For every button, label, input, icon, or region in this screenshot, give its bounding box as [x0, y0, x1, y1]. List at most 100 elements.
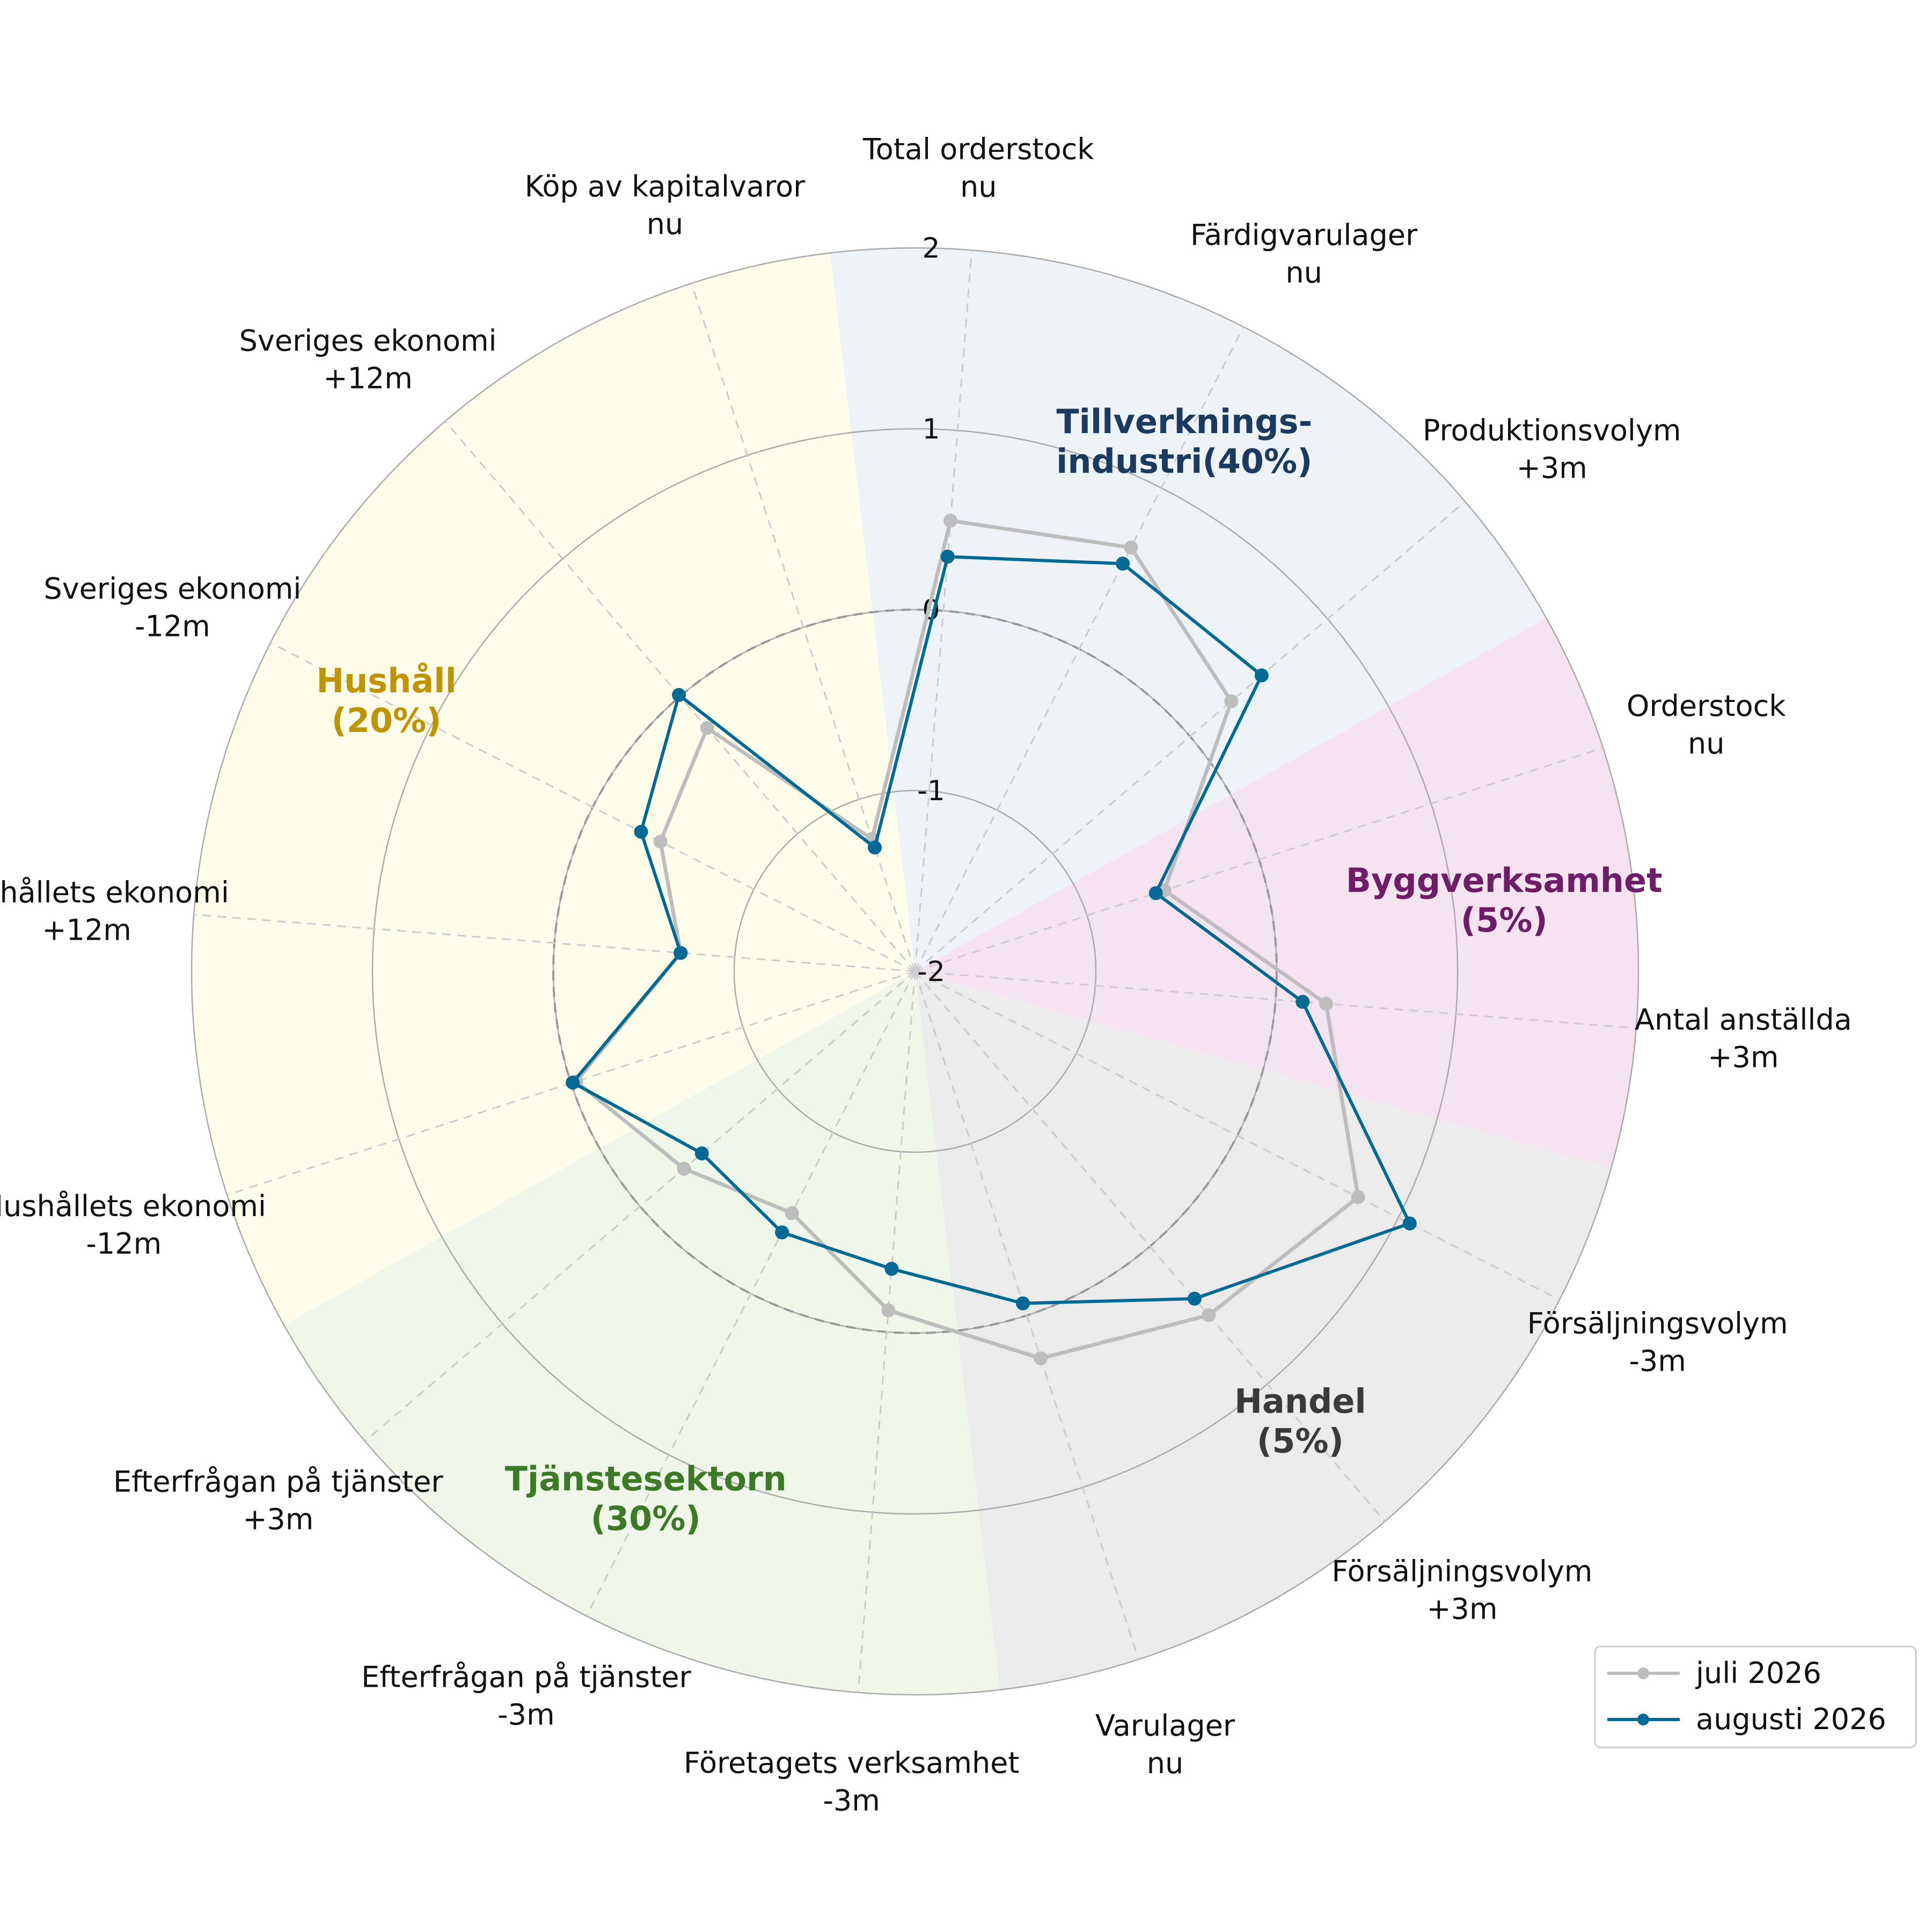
series-0-point-5	[1351, 1190, 1365, 1204]
spoke-6	[914, 971, 1386, 1522]
legend-label-augusti: augusti 2026	[1696, 1702, 1886, 1736]
r-tick-label-4: 2	[922, 232, 940, 265]
spoke-9	[586, 971, 916, 1616]
axis-label-8-line1: Företagets verksamhet	[684, 1746, 1020, 1780]
legend: juli 2026 augusti 2026	[1594, 1645, 1917, 1748]
series-1-point-8	[884, 1262, 899, 1276]
legend-label-juli: juli 2026	[1695, 1656, 1821, 1690]
grid-ring-4	[191, 247, 1640, 1696]
axis-label-14-line1: Sveriges ekonomi	[239, 324, 497, 357]
series-0-point-13	[653, 835, 668, 849]
series-1-point-6	[1187, 1291, 1202, 1306]
spoke-12	[194, 913, 916, 972]
axis-label-13-line2: -12m	[135, 609, 210, 643]
axis-label-6-line2: +3m	[1426, 1592, 1497, 1626]
sector-label-1-line2: (5%)	[1461, 901, 1548, 940]
spoke-7	[914, 971, 1140, 1660]
series-0-point-9	[785, 1206, 799, 1220]
series-1-point-2	[1254, 668, 1269, 683]
legend-marker-augusti	[1637, 1714, 1649, 1725]
axis-label-2-line2: +3m	[1517, 451, 1587, 485]
axis-label-1-line2: nu	[1285, 255, 1322, 289]
r-tick-label-3: 1	[922, 413, 940, 445]
axis-label-1-line1: Färdigvarulager	[1190, 218, 1418, 252]
axis-label-10-line2: +3m	[243, 1502, 313, 1536]
series-0-point-6	[1202, 1308, 1216, 1322]
spoke-1	[914, 326, 1245, 972]
sector-label-2-line2: (5%)	[1257, 1422, 1344, 1461]
series-1-point-13	[634, 824, 648, 839]
spoke-8	[857, 971, 916, 1693]
series-0-point-1	[1124, 540, 1138, 555]
axis-labels: Tillverknings-industri(40%) Byggverksamhe…	[0, 133, 1852, 1818]
spoke-10	[364, 970, 916, 1442]
axis-label-11-line2: -12m	[86, 1227, 162, 1261]
sector-label-3-line2: (30%)	[591, 1499, 701, 1538]
r-tick-label-1: -1	[917, 775, 945, 807]
sector-label-0-line1: Tillverknings-	[1056, 402, 1312, 441]
axis-label-9-line2: -3m	[497, 1698, 554, 1732]
series-1-point-14	[672, 687, 686, 702]
axis-label-12-line1: Hushållets ekonomi	[0, 876, 229, 910]
r-tick-label-0: -2	[917, 956, 945, 988]
axis-label-6-line1: Försäljningsvolym	[1331, 1555, 1592, 1589]
axis-label-15-line1: Köp av kapitalvaror	[525, 170, 806, 203]
series-1-point-5	[1402, 1216, 1417, 1231]
sector-wedge-2	[915, 971, 1612, 1690]
series-0-point-0	[943, 514, 958, 528]
series-1-point-11	[566, 1075, 580, 1090]
series-1-point-4	[1296, 994, 1310, 1009]
axis-label-7-line1: Varulager	[1095, 1709, 1235, 1743]
sector-label-3-line1: Tjänstesektorn	[505, 1459, 787, 1498]
series-1-point-1	[1116, 557, 1130, 571]
axis-label-0-line1: Total orderstock	[862, 133, 1094, 166]
axis-label-7-line2: nu	[1147, 1746, 1183, 1780]
spoke-15	[690, 283, 916, 972]
series-0-point-4	[1319, 997, 1333, 1011]
legend-marker-juli	[1637, 1667, 1649, 1679]
spoke-13	[270, 642, 916, 972]
axis-label-5-line1: Försäljningsvolym	[1527, 1307, 1788, 1341]
sector-label-2-line1: Handel	[1234, 1382, 1366, 1421]
series-0-point-8	[881, 1303, 896, 1318]
grid-ring-1	[733, 789, 1097, 1153]
axis-label-12-line2: +12m	[42, 913, 131, 947]
sector-wedge-0	[830, 248, 1547, 971]
axis-label-0-line2: nu	[960, 170, 997, 204]
axis-label-11-line1: Hushållets ekonomi	[0, 1189, 266, 1223]
sector-wedge-1	[915, 618, 1638, 1168]
series-1-point-15	[868, 840, 882, 855]
series-1-point-7	[1016, 1296, 1030, 1311]
axis-label-14-line2: +12m	[323, 361, 413, 395]
spoke-4	[914, 970, 1636, 1029]
sector-label-4-line1: Hushåll	[316, 661, 456, 700]
axis-label-5-line2: -3m	[1629, 1344, 1686, 1378]
spoke-3	[914, 747, 1604, 972]
series-1-point-3	[1148, 886, 1163, 901]
axis-label-4-line1: Antal anställda	[1635, 1002, 1852, 1036]
series-layer	[566, 514, 1417, 1366]
series-1-point-0	[940, 550, 955, 564]
spoke-5	[914, 970, 1560, 1301]
axis-label-3-line2: nu	[1688, 727, 1724, 760]
sector-backgrounds	[192, 248, 1638, 1695]
axis-label-8-line2: -3m	[823, 1783, 880, 1817]
series-0-point-2	[1224, 694, 1239, 708]
series-1-point-12	[674, 946, 688, 960]
axis-label-2-line1: Produktionsvolym	[1423, 414, 1681, 448]
sector-wedge-4	[192, 253, 916, 1325]
series-0-point-7	[1034, 1351, 1048, 1366]
sector-label-0-line2: industri(40%)	[1056, 442, 1312, 481]
series-1-point-9	[775, 1225, 789, 1240]
axis-label-3-line1: Orderstock	[1627, 689, 1786, 723]
spoke-2	[914, 501, 1466, 972]
sector-wedge-3	[283, 971, 1000, 1695]
axis-label-4-line2: +3m	[1708, 1040, 1779, 1074]
sector-label-1-line1: Byggverksamhet	[1346, 861, 1663, 900]
axis-label-10-line1: Efterfrågan på tjänster	[113, 1465, 443, 1498]
grid-ring-3	[371, 428, 1459, 1515]
sector-label-4-line2: (20%)	[332, 701, 442, 740]
axis-label-13-line1: Sveriges ekonomi	[43, 572, 301, 605]
spoke-0	[914, 250, 973, 972]
